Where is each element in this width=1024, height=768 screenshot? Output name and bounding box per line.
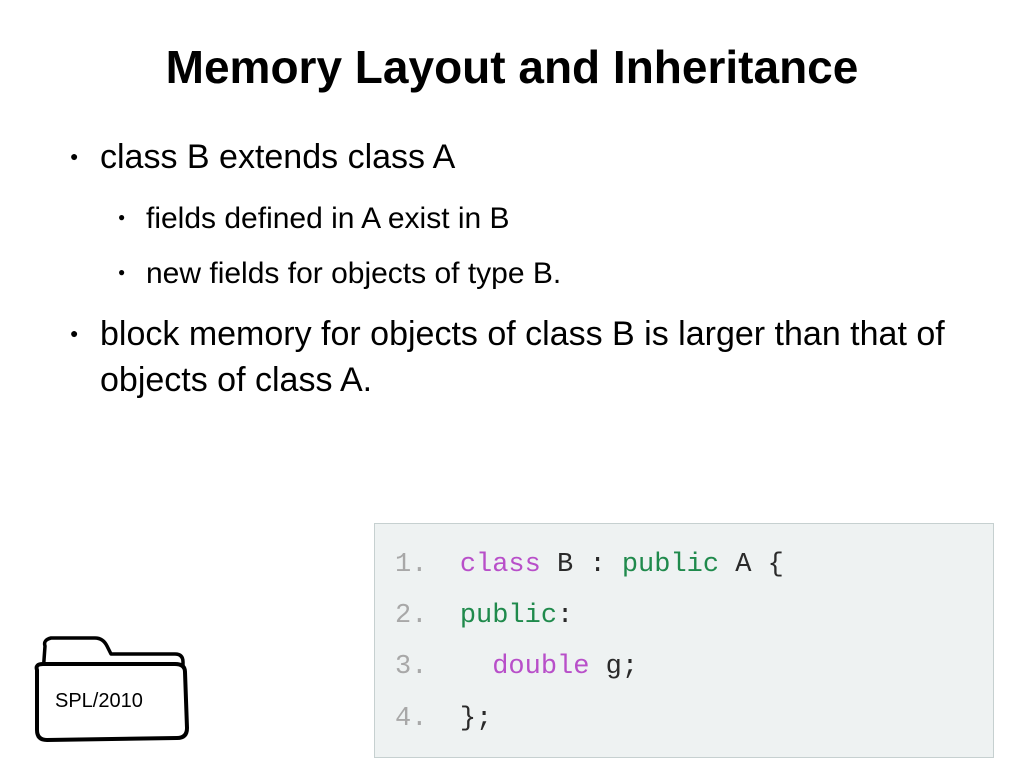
keyword-public: public [460,601,557,631]
sub-list-1: fields defined in A exist in B new field… [100,199,964,294]
code-line-2: 2. public: [395,591,973,642]
identifier: B [541,550,590,580]
bullet-1: class B extends class A fields defined i… [60,135,964,294]
bullet-2: block memory for objects of class B is l… [60,312,964,404]
keyword-public: public [622,550,719,580]
line-number: 3. [395,652,427,682]
rest: g; [589,652,638,682]
slide-title: Memory Layout and Inheritance [60,40,964,95]
code-line-3: 3. double g; [395,642,973,693]
bullet-list: class B extends class A fields defined i… [60,135,964,404]
colon: : [589,550,621,580]
code-line-4: 4. }; [395,694,973,745]
code-block: 1. class B : public A { 2. public: 3. do… [374,523,994,758]
bullet-1-text: class B extends class A [100,138,455,176]
line-number: 4. [395,704,427,734]
keyword-double: double [492,652,589,682]
sub-bullet-1a: fields defined in A exist in B [100,199,964,240]
colon: : [557,601,573,631]
rest: }; [460,704,492,734]
rest: A { [719,550,784,580]
slide: Memory Layout and Inheritance class B ex… [0,0,1024,768]
line-number: 1. [395,550,427,580]
footer-label: SPL/2010 [55,690,143,713]
keyword-class: class [460,550,541,580]
code-line-1: 1. class B : public A { [395,540,973,591]
folder-icon [25,618,205,748]
sub-bullet-1b: new fields for objects of type B. [100,254,964,295]
line-number: 2. [395,601,427,631]
